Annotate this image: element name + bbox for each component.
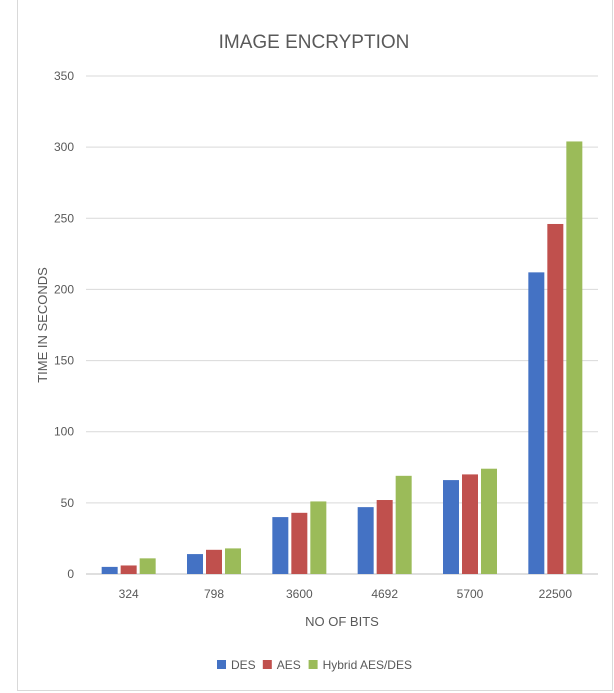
bar-des-324 [101,566,118,574]
bars [101,141,583,575]
gridlines [86,75,598,575]
bar-des-22500 [528,272,545,574]
bar-aes-798 [206,549,222,574]
y-tick-label: 150 [54,354,74,368]
x-tick-label: 4692 [371,587,398,601]
x-tick-label: 324 [119,587,139,601]
y-tick-label: 100 [54,425,74,439]
bar-aes-5700 [462,474,478,574]
y-tick-label: 50 [61,496,75,510]
x-axis-title: NO OF BITS [305,614,379,629]
legend-label: AES [277,658,301,672]
bar-hybrid-aes-des-5700 [481,468,497,574]
bar-des-5700 [443,480,459,574]
bar-aes-3600 [291,512,308,574]
bar-aes-22500 [547,223,564,574]
bar-aes-4692 [376,500,393,574]
y-tick-label: 250 [54,211,74,225]
x-tick-label: 22500 [539,587,573,601]
bar-des-798 [187,554,203,574]
x-axis-ticks: 324 798 3600 4692 5700 22500 [119,587,573,601]
y-tick-label: 0 [67,567,74,581]
chart-frame [17,0,613,691]
y-tick-label: 350 [54,69,74,83]
chart-title: IMAGE ENCRYPTION [219,32,410,53]
bar-des-3600 [272,517,289,574]
legend-label: Hybrid AES/DES [323,658,412,672]
legend: DES AES Hybrid AES/DES [217,658,412,672]
y-axis-ticks: 0 50 100 150 200 250 300 350 [54,69,74,581]
bar-hybrid-aes-des-324 [139,558,156,574]
bar-hybrid-aes-des-798 [225,548,241,574]
x-tick-label: 5700 [457,587,484,601]
bar-hybrid-aes-des-3600 [310,501,327,574]
x-tick-label: 798 [204,587,224,601]
y-tick-label: 300 [54,140,74,154]
bar-aes-324 [120,565,137,574]
y-tick-label: 200 [54,282,74,296]
legend-label: DES [231,658,256,672]
bar-hybrid-aes-des-4692 [395,475,412,574]
legend-swatch [217,660,226,669]
x-tick-label: 3600 [286,587,313,601]
legend-swatch [262,660,272,669]
bar-des-4692 [357,507,374,574]
legend-swatch [308,660,318,669]
y-axis-title: TIME IN SECONDS [35,267,50,383]
bar-hybrid-aes-des-22500 [566,141,583,575]
